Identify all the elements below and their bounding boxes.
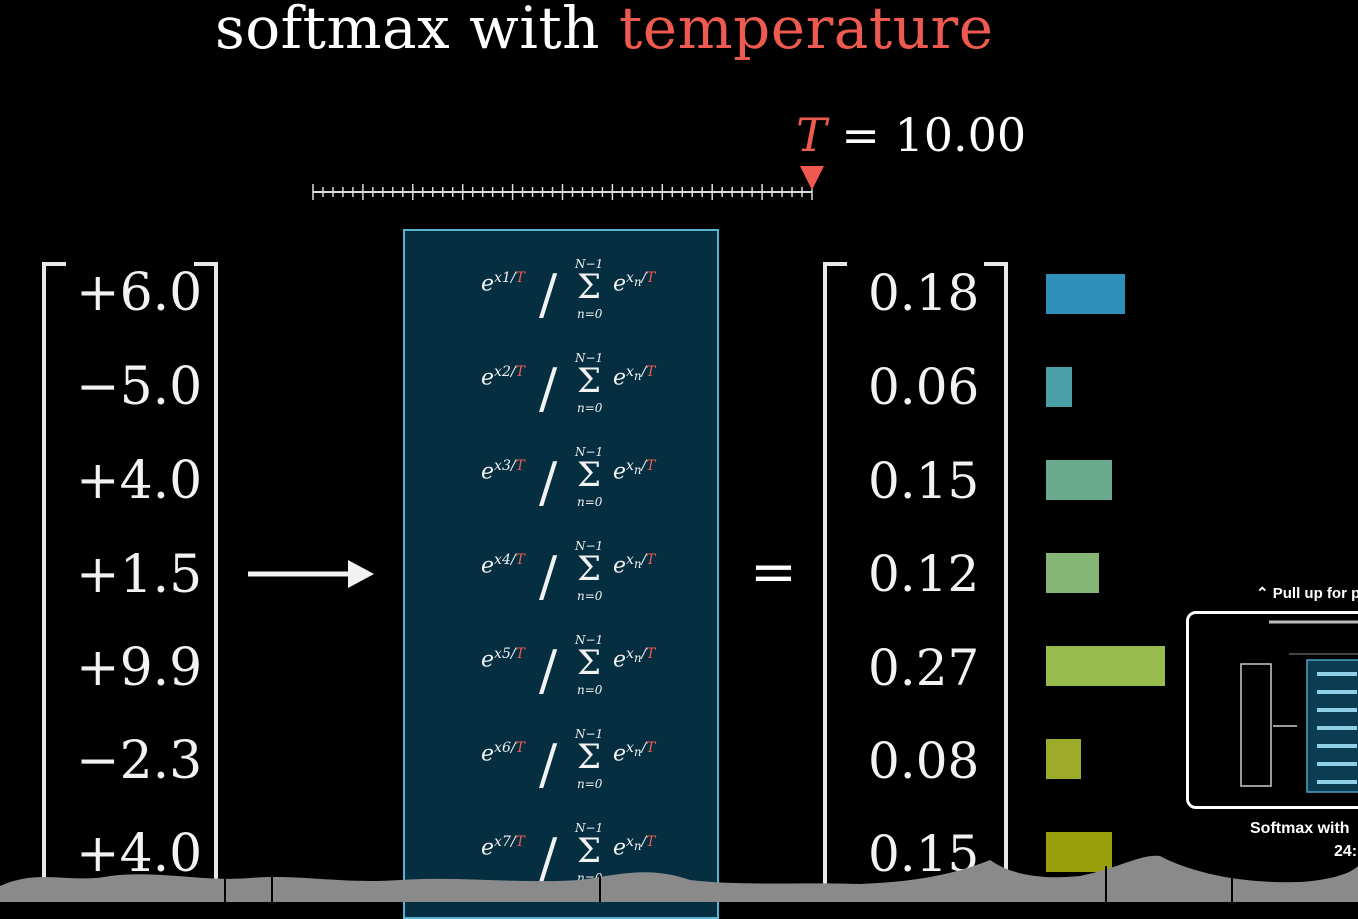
pull-up-text: Pull up for p (1272, 585, 1358, 602)
probability-bar-2 (1046, 367, 1072, 407)
chapter-dividers (224, 866, 1233, 902)
video-preview-thumbnail[interactable] (1186, 611, 1358, 809)
seekbar-heatmap[interactable] (0, 846, 1358, 906)
output-value-5: 0.27 (868, 639, 980, 697)
output-value-4: 0.12 (868, 545, 980, 603)
formula-index: 4 (501, 552, 511, 568)
input-value-7: +4.0 (76, 824, 203, 884)
equals-sign: = (750, 540, 797, 605)
probability-bar-6 (1046, 739, 1081, 779)
output-value-6: 0.08 (868, 732, 980, 790)
formula-index: 2 (501, 364, 511, 380)
formula-index: 7 (501, 834, 511, 850)
output-left-bracket (823, 262, 847, 890)
video-title-text: softmax with temperature (215, 0, 994, 62)
heatmap-shape (0, 855, 1358, 902)
title-main: softmax with (215, 0, 601, 62)
right-arrow-icon (248, 552, 378, 600)
title-accent: temperature (618, 0, 994, 62)
temperature-value: 10.00 (894, 108, 1027, 162)
output-value-3: 0.15 (868, 452, 980, 510)
input-value-2: −5.0 (76, 357, 203, 417)
formula-index: 5 (501, 646, 511, 662)
probability-bar-1 (1046, 274, 1125, 314)
formula-index: 1 (501, 270, 511, 286)
preview-title: Softmax with (1250, 820, 1350, 837)
probability-bar-5 (1046, 646, 1165, 686)
input-value-3: +4.0 (76, 451, 203, 511)
input-left-bracket (42, 262, 66, 890)
temperature-slider (310, 160, 830, 210)
output-value-2: 0.06 (868, 358, 980, 416)
probability-bar-4 (1046, 553, 1099, 593)
output-right-bracket (984, 262, 1008, 890)
slider-track (312, 166, 824, 200)
slider-marker-icon (800, 166, 824, 190)
temperature-equals: = (841, 108, 880, 162)
temperature-symbol: T (796, 108, 827, 162)
input-value-4: +1.5 (76, 545, 203, 605)
probability-bar-3 (1046, 460, 1112, 500)
input-value-1: +6.0 (76, 263, 203, 323)
formula-index: 6 (501, 740, 511, 756)
input-value-5: +9.9 (76, 638, 203, 698)
input-value-6: −2.3 (76, 731, 203, 791)
probability-bar-7 (1046, 832, 1112, 872)
temperature-readout: T = 10.00 (796, 108, 1026, 162)
pull-up-hint[interactable]: ⌃ Pull up for p (1256, 584, 1358, 602)
chevron-up-icon: ⌃ (1256, 585, 1269, 602)
output-value-1: 0.18 (868, 264, 980, 322)
preview-timestamp: 24: (1334, 843, 1358, 860)
preview-image (1189, 614, 1358, 806)
formula-index: 3 (501, 458, 511, 474)
